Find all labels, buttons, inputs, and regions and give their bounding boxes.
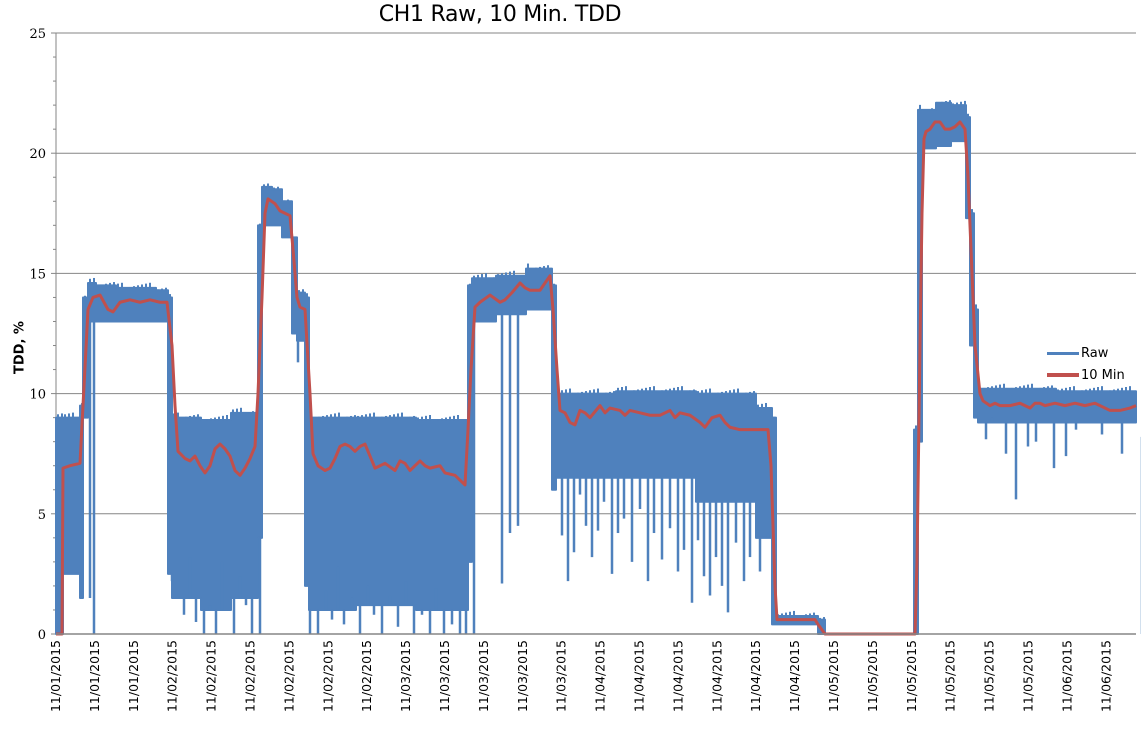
y-tick-label: 0 [38, 628, 46, 643]
y-tick-label: 15 [29, 267, 46, 282]
x-tick-label: 11/05/2015 [982, 640, 997, 712]
x-tick-label: 11/06/2015 [1059, 640, 1074, 712]
legend-swatch-raw [1047, 351, 1079, 355]
legend-label-raw: Raw [1081, 345, 1109, 361]
x-tick-label: 11/04/2015 [670, 640, 685, 712]
x-tick-label: 11/04/2015 [709, 640, 724, 712]
x-tick-label: 11/01/2015 [87, 640, 102, 712]
x-tick-label: 11/02/2015 [204, 640, 219, 712]
x-tick-label: 11/02/2015 [243, 640, 258, 712]
legend: Raw 10 Min [1047, 342, 1125, 386]
legend-swatch-10-min [1047, 373, 1079, 377]
x-tick-label: 11/05/2015 [904, 640, 919, 712]
x-tick-label: 11/04/2015 [748, 640, 763, 712]
x-axis: 11/01/2015 11/01/2015 11/01/2015 11/02/2015… [48, 633, 1136, 712]
legend-label-10-min: 10 Min [1081, 367, 1125, 383]
series-10-min [56, 120, 1137, 636]
y-tick-label: 5 [38, 508, 46, 523]
series-raw [55, 100, 1141, 635]
x-tick-label: 11/03/2015 [554, 640, 569, 712]
x-tick-label: 11/04/2015 [593, 640, 608, 712]
x-tick-label: 11/01/2015 [126, 640, 141, 712]
x-tick-label: 11/04/2015 [787, 640, 802, 712]
x-tick-label: 11/05/2015 [865, 640, 880, 712]
x-tick-label: 11/02/2015 [281, 640, 296, 712]
legend-item-10-min: 10 Min [1047, 364, 1125, 386]
legend-item-raw: Raw [1047, 342, 1125, 364]
y-axis: 0 5 10 15 20 25 [29, 27, 57, 643]
x-tick-label: 11/06/2015 [1098, 640, 1113, 712]
x-tick-label: 11/01/2015 [48, 640, 63, 712]
y-tick-label: 25 [29, 27, 46, 42]
x-tick-label: 11/03/2015 [515, 640, 530, 712]
y-tick-label: 10 [29, 388, 46, 403]
x-tick-label: 11/05/2015 [943, 640, 958, 712]
x-tick-label: 11/02/2015 [359, 640, 374, 712]
y-tick-label: 20 [29, 147, 46, 162]
x-tick-label: 11/03/2015 [398, 640, 413, 712]
x-tick-label: 11/05/2015 [826, 640, 841, 712]
x-tick-label: 11/05/2015 [1021, 640, 1036, 712]
x-tick-label: 11/02/2015 [165, 640, 180, 712]
x-tick-label: 11/02/2015 [320, 640, 335, 712]
chart-title: CH1 Raw, 10 Min. TDD [378, 2, 622, 27]
x-tick-label: 11/03/2015 [437, 640, 452, 712]
x-tick-label: 11/04/2015 [632, 640, 647, 712]
x-tick-label: 11/03/2015 [476, 640, 491, 712]
